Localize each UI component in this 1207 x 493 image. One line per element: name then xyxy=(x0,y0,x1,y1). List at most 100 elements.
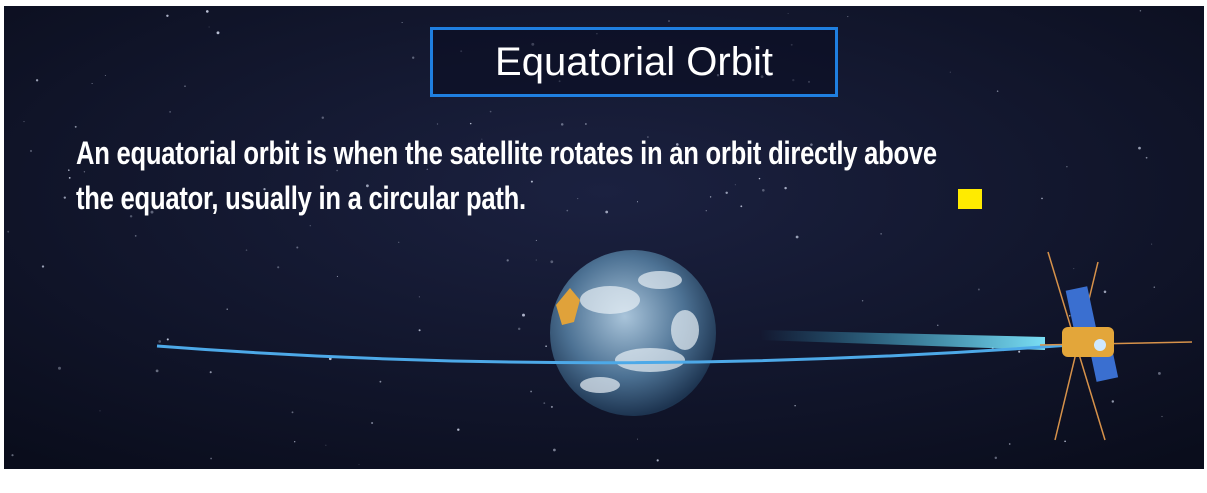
star xyxy=(740,205,742,207)
star xyxy=(105,75,106,76)
star xyxy=(457,428,459,430)
star xyxy=(337,276,338,277)
star xyxy=(794,405,795,406)
star xyxy=(522,314,525,317)
star xyxy=(68,169,70,171)
star xyxy=(784,187,786,189)
star xyxy=(796,236,799,239)
star xyxy=(1009,443,1011,445)
star xyxy=(158,340,161,343)
star xyxy=(1112,400,1114,402)
star xyxy=(42,265,44,267)
star xyxy=(950,72,951,73)
marker xyxy=(958,189,982,209)
star xyxy=(184,86,185,87)
star xyxy=(379,381,381,383)
star xyxy=(788,13,789,14)
star xyxy=(419,296,420,297)
star xyxy=(1064,440,1066,442)
star xyxy=(210,371,212,373)
star xyxy=(227,309,228,310)
star xyxy=(847,16,848,17)
star xyxy=(11,454,13,456)
star xyxy=(398,242,399,243)
star xyxy=(419,329,421,331)
star xyxy=(325,445,326,446)
star xyxy=(310,225,311,226)
star xyxy=(296,246,298,248)
star xyxy=(550,260,553,263)
star xyxy=(294,441,295,442)
star xyxy=(551,406,553,408)
star xyxy=(536,240,537,241)
star xyxy=(58,367,61,370)
star xyxy=(412,57,414,59)
star xyxy=(23,121,24,122)
star xyxy=(531,181,533,183)
star xyxy=(759,178,760,179)
star xyxy=(1041,198,1043,200)
star xyxy=(1104,291,1107,294)
star xyxy=(637,201,638,202)
star xyxy=(371,422,373,424)
star xyxy=(518,328,520,330)
star xyxy=(1161,416,1162,417)
star xyxy=(1018,351,1020,353)
star xyxy=(1073,268,1074,269)
star xyxy=(862,300,863,301)
star xyxy=(1069,315,1071,317)
star xyxy=(169,111,171,113)
star xyxy=(530,391,532,393)
body-line: the equator, usually in a circular path. xyxy=(76,180,526,217)
star xyxy=(30,150,32,152)
star xyxy=(536,260,537,261)
star xyxy=(1066,166,1067,167)
star xyxy=(978,289,980,291)
star xyxy=(762,189,765,192)
star xyxy=(217,31,220,34)
star xyxy=(637,439,638,440)
star xyxy=(880,233,881,234)
star xyxy=(997,90,999,92)
star xyxy=(507,259,509,261)
star xyxy=(725,192,727,194)
body-line: An equatorial orbit is when the satellit… xyxy=(76,135,937,172)
star xyxy=(1158,372,1161,375)
slide: Equatorial Orbit An equatorial orbit is … xyxy=(0,0,1207,493)
star xyxy=(64,196,66,198)
star xyxy=(668,20,670,22)
star xyxy=(92,83,93,84)
star xyxy=(1146,157,1148,159)
star xyxy=(605,211,608,214)
star xyxy=(937,325,938,326)
star xyxy=(561,123,564,126)
star xyxy=(545,345,547,347)
star xyxy=(156,370,159,373)
star xyxy=(210,458,212,460)
star xyxy=(36,79,38,81)
star xyxy=(100,410,101,411)
star xyxy=(490,111,492,113)
star xyxy=(167,338,169,340)
star xyxy=(1138,147,1141,150)
star xyxy=(402,22,403,23)
star xyxy=(553,449,556,452)
star xyxy=(1140,10,1142,12)
star xyxy=(735,184,736,185)
star xyxy=(206,10,209,13)
star xyxy=(75,126,77,128)
star xyxy=(577,198,578,199)
star xyxy=(7,231,9,233)
star xyxy=(359,464,360,465)
star xyxy=(1151,244,1152,245)
star xyxy=(657,459,659,461)
star xyxy=(135,235,137,237)
star xyxy=(246,249,248,251)
star xyxy=(437,123,438,124)
star xyxy=(470,123,471,124)
star xyxy=(292,411,294,413)
star xyxy=(995,457,997,459)
title: Equatorial Orbit xyxy=(430,27,838,97)
star xyxy=(566,210,568,212)
star xyxy=(209,27,210,28)
